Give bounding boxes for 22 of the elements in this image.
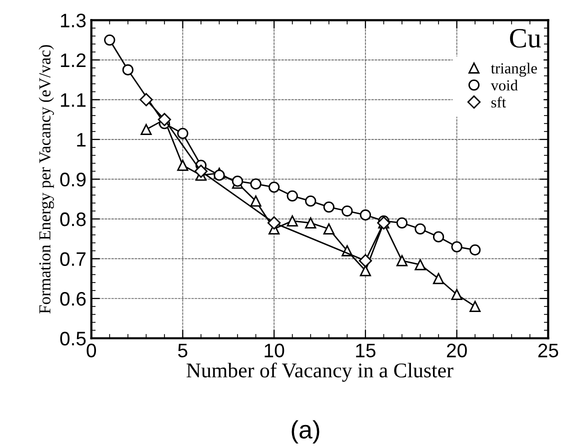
x-tick-label: 5	[178, 344, 188, 358]
y-tick-label: 1.3	[60, 14, 86, 28]
y-tick-label: 0.8	[60, 212, 86, 226]
y-tick-label: 0.5	[60, 332, 86, 346]
x-tick-label: 10	[264, 344, 284, 358]
y-tick-label: 1.2	[60, 53, 86, 67]
legend-label: void	[490, 80, 518, 91]
y-axis-title: Formation Energy per Vacancy (eV/vac)	[38, 45, 54, 314]
y-tick-label: 1	[77, 133, 86, 146]
y-tick-label: 0.9	[60, 172, 86, 186]
x-tick-label: 20	[446, 344, 467, 358]
y-tick-label: 1.1	[60, 93, 86, 107]
x-tick-label: 25	[538, 344, 558, 358]
x-axis-title: Number of Vacancy in a Cluster	[186, 362, 454, 382]
legend-label: triangle	[490, 62, 537, 77]
annotation: Cu	[510, 28, 541, 48]
y-tick-label: 0.6	[60, 292, 86, 306]
legend-label: sft	[491, 96, 506, 108]
y-tick-label: 0.7	[60, 252, 86, 266]
text: (a)	[292, 420, 320, 444]
x-tick-label: 0	[86, 344, 96, 358]
x-tick-label: 15	[356, 344, 376, 358]
